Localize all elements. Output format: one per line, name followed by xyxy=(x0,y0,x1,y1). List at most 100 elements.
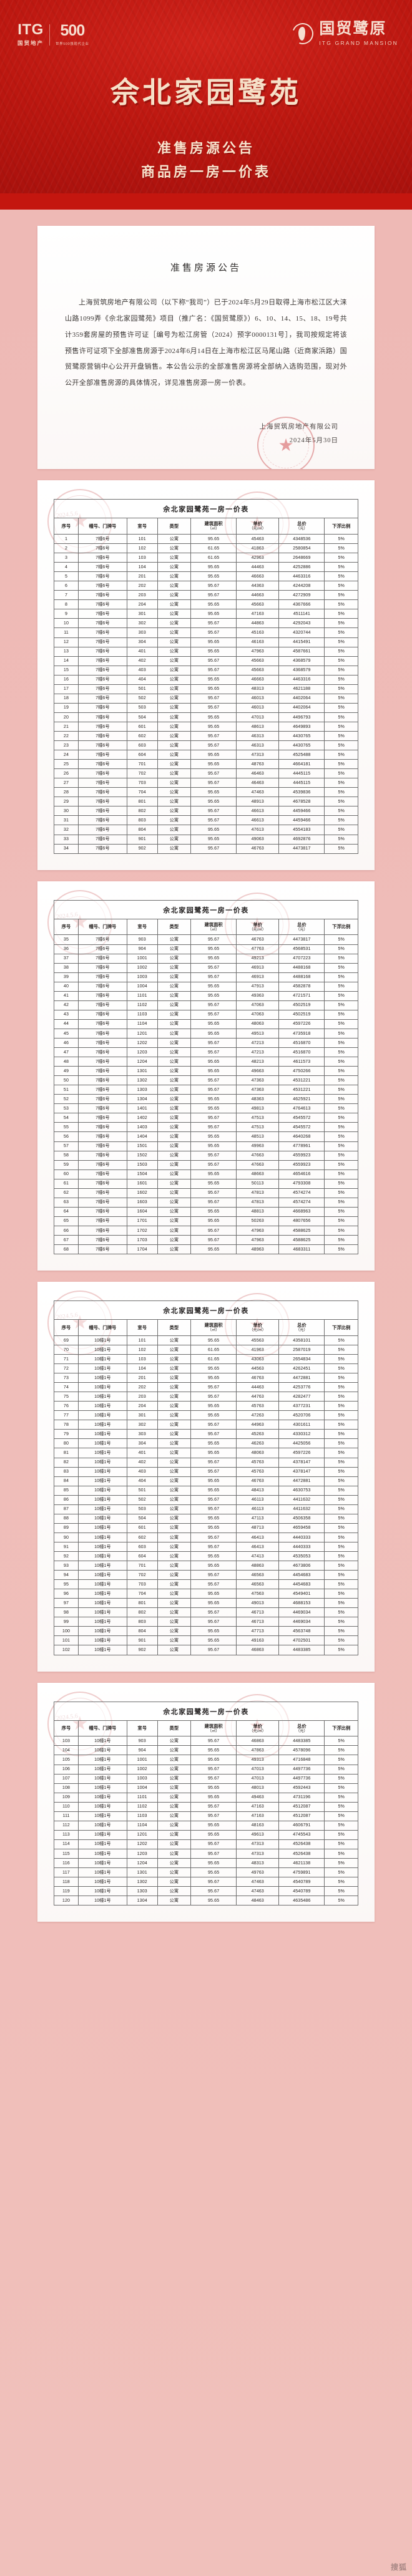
table-cell: 公寓 xyxy=(157,834,192,845)
table-cell: 7幢6号 xyxy=(77,962,127,973)
table-cell: 103 xyxy=(126,1354,158,1365)
letter-paragraph: 上海贸筑房地产有限公司（以下称“我司”）已于2024年5月29日取得上海市松江区… xyxy=(65,299,347,387)
table-cell: 48363 xyxy=(236,1094,280,1105)
table-cell: 公寓 xyxy=(157,1783,192,1793)
table-cell: 84 xyxy=(54,1476,79,1486)
table-cell: 1502 xyxy=(126,1150,158,1161)
table-cell: 95.67 xyxy=(190,656,237,666)
table-cell: 12 xyxy=(54,637,79,647)
table-cell: 4597226 xyxy=(278,1448,325,1458)
table-cell: 10幢1号 xyxy=(77,1598,127,1609)
table-cell: 4459466 xyxy=(278,815,325,826)
table-cell: 47313 xyxy=(236,750,280,760)
table-cell: 103 xyxy=(54,1736,79,1746)
table-cell: 4445115 xyxy=(278,778,325,788)
table-cell: 公寓 xyxy=(157,1561,192,1571)
table-cell: 公寓 xyxy=(157,953,192,964)
table-cell: 47413 xyxy=(236,1551,280,1562)
table-cell: 902 xyxy=(126,1645,158,1655)
table-cell: 7幢6号 xyxy=(77,553,127,563)
table-cell: 4539836 xyxy=(278,787,325,798)
table-cell: 49013 xyxy=(236,1598,280,1609)
table-cell: 公寓 xyxy=(157,1410,192,1421)
table-cell: 904 xyxy=(126,944,158,954)
table-cell: 公寓 xyxy=(157,944,192,954)
table-cell: 5% xyxy=(324,815,358,826)
table-cell: 公寓 xyxy=(157,609,192,619)
table-cell: 10幢1号 xyxy=(77,1344,127,1355)
table-row: 50 7幢6号 1302 公寓 95.67 47363 4531221 5% xyxy=(54,1075,358,1086)
table-cell: 105 xyxy=(54,1755,79,1765)
table-row: 93 10幢1号 701 公寓 95.65 48863 4673806 5% xyxy=(54,1561,358,1571)
table-cell: 4520706 xyxy=(278,1410,325,1421)
table-cell: 公寓 xyxy=(157,1504,192,1514)
table-cell: 95.67 xyxy=(190,1886,237,1897)
table-cell: 46663 xyxy=(236,571,280,582)
table-cell: 7幢6号 xyxy=(77,1094,127,1105)
column-unit: （元/㎡） xyxy=(249,927,266,932)
table-cell: 公寓 xyxy=(157,684,192,694)
table-cell: 1303 xyxy=(126,1886,158,1897)
table-cell: 46613 xyxy=(236,806,280,816)
table-column-header: 室号 xyxy=(126,1720,158,1737)
table-cell: 4592443 xyxy=(278,1783,325,1793)
table-cell: 61.65 xyxy=(190,1344,237,1355)
table-cell: 97 xyxy=(54,1598,79,1609)
table-cell: 111 xyxy=(54,1811,79,1821)
table-cell: 7幢6号 xyxy=(77,750,127,760)
table-cell: 5% xyxy=(324,1598,358,1609)
table-cell: 95.67 xyxy=(190,962,237,973)
table-cell: 5% xyxy=(324,1513,358,1524)
table-cell: 702 xyxy=(126,768,158,779)
table-cell: 4526438 xyxy=(278,1839,325,1849)
table-cell: 公寓 xyxy=(157,1755,192,1765)
table-cell: 95.67 xyxy=(190,730,237,742)
table-cell: 7幢6号 xyxy=(77,599,127,610)
table-cell: 46713 xyxy=(236,1607,280,1618)
table-cell: 5% xyxy=(324,778,358,788)
table-cell: 1001 xyxy=(126,953,158,964)
table-cell: 公寓 xyxy=(157,1523,192,1533)
signature-date: 2024年5月30日 xyxy=(289,437,338,445)
table-cell: 4483385 xyxy=(278,1645,325,1655)
table-cell: 95.67 xyxy=(190,1150,237,1161)
table-cell: 公寓 xyxy=(157,1363,192,1374)
price-table-caption: 佘北家园鹭苑一房一价表 xyxy=(54,1701,358,1720)
table-cell: 9 xyxy=(54,609,79,619)
table-cell: 95.65 xyxy=(190,721,237,732)
table-cell: 4807656 xyxy=(278,1216,325,1226)
table-cell: 公寓 xyxy=(157,1848,192,1859)
table-column-header: 幢号、门牌号 xyxy=(77,518,127,535)
table-cell: 公寓 xyxy=(157,1429,192,1440)
table-cell: 1101 xyxy=(126,990,158,1001)
table-cell: 802 xyxy=(126,806,158,816)
table-cell: 公寓 xyxy=(157,665,192,675)
table-cell: 公寓 xyxy=(157,1532,192,1542)
table-row: 75 10幢1号 203 公寓 95.67 44763 4282477 5% xyxy=(54,1392,358,1402)
table-cell: 401 xyxy=(126,1448,158,1458)
table-cell: 2648669 xyxy=(278,553,325,563)
table-cell: 95.65 xyxy=(190,1363,237,1374)
table-cell: 35 xyxy=(54,934,79,945)
table-cell: 47013 xyxy=(236,1773,280,1784)
table-cell: 47063 xyxy=(236,1009,280,1020)
table-cell: 10幢1号 xyxy=(77,1532,127,1542)
price-table-card: ★2024.5.6★佘北家园鹭苑一房一价表序号幢号、门牌号室号类型建筑面积（㎡）… xyxy=(37,480,375,870)
table-cell: 公寓 xyxy=(157,1607,192,1618)
table-cell: 公寓 xyxy=(157,1037,192,1048)
table-cell: 44363 xyxy=(236,581,280,591)
table-cell: 53 xyxy=(54,1103,79,1114)
table-cell: 公寓 xyxy=(157,1448,192,1458)
table-cell: 1102 xyxy=(126,1000,158,1010)
table-cell: 7幢6号 xyxy=(77,1244,127,1255)
table-row: 14 7幢6号 402 公寓 95.67 45663 4368579 5% xyxy=(54,656,358,666)
table-cell: 16 xyxy=(54,674,79,685)
table-column-header: 序号 xyxy=(54,1720,79,1737)
table-cell: 1 xyxy=(54,534,79,545)
table-cell: 95.67 xyxy=(190,1801,237,1812)
table-cell: 10幢1号 xyxy=(77,1755,127,1765)
table-cell: 201 xyxy=(126,571,158,582)
table-cell: 47513 xyxy=(236,1113,280,1123)
brand-block: 国贸鹭原 ITG GRAND MANSION xyxy=(319,21,398,47)
table-cell: 49813 xyxy=(236,1103,280,1114)
